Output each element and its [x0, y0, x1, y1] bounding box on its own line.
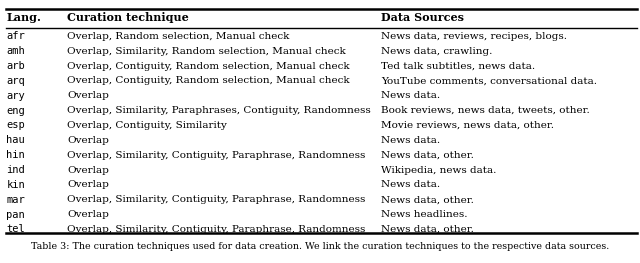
Text: Movie reviews, news data, other.: Movie reviews, news data, other. [381, 121, 554, 130]
Text: esp: esp [6, 120, 25, 130]
Text: tel: tel [6, 224, 25, 235]
Text: Overlap: Overlap [67, 91, 109, 100]
Text: News data, other.: News data, other. [381, 195, 474, 204]
Text: eng: eng [6, 105, 25, 116]
Text: hin: hin [6, 150, 25, 160]
Text: arq: arq [6, 76, 25, 86]
Text: Overlap, Contiguity, Random selection, Manual check: Overlap, Contiguity, Random selection, M… [67, 62, 350, 70]
Text: News data, other.: News data, other. [381, 225, 474, 234]
Text: News data.: News data. [381, 180, 440, 189]
Text: Overlap, Random selection, Manual check: Overlap, Random selection, Manual check [67, 32, 289, 41]
Text: hau: hau [6, 135, 25, 145]
Text: Overlap: Overlap [67, 180, 109, 189]
Text: Overlap, Similarity, Contiguity, Paraphrase, Randomness: Overlap, Similarity, Contiguity, Paraphr… [67, 151, 365, 160]
Text: Overlap, Similarity, Contiguity, Paraphrase, Randomness: Overlap, Similarity, Contiguity, Paraphr… [67, 225, 365, 234]
Text: ary: ary [6, 91, 25, 101]
Text: News data.: News data. [381, 136, 440, 145]
Text: Overlap, Similarity, Random selection, Manual check: Overlap, Similarity, Random selection, M… [67, 47, 346, 56]
Text: Overlap: Overlap [67, 210, 109, 219]
Text: Overlap: Overlap [67, 136, 109, 145]
Text: Table 3: The curation techniques used for data creation. We link the curation te: Table 3: The curation techniques used fo… [31, 242, 609, 251]
Text: Overlap, Similarity, Contiguity, Paraphrase, Randomness: Overlap, Similarity, Contiguity, Paraphr… [67, 195, 365, 204]
Text: Book reviews, news data, tweets, other.: Book reviews, news data, tweets, other. [381, 106, 589, 115]
Text: mar: mar [6, 195, 25, 205]
Text: Wikipedia, news data.: Wikipedia, news data. [381, 165, 496, 175]
Text: News data, other.: News data, other. [381, 151, 474, 160]
Text: Overlap, Contiguity, Random selection, Manual check: Overlap, Contiguity, Random selection, M… [67, 76, 350, 85]
Text: pan: pan [6, 210, 25, 220]
Text: YouTube comments, conversational data.: YouTube comments, conversational data. [381, 76, 596, 85]
Text: Overlap, Contiguity, Similarity: Overlap, Contiguity, Similarity [67, 121, 227, 130]
Text: Ted talk subtitles, news data.: Ted talk subtitles, news data. [381, 62, 535, 70]
Text: Overlap, Similarity, Paraphrases, Contiguity, Randomness: Overlap, Similarity, Paraphrases, Contig… [67, 106, 371, 115]
Text: News data.: News data. [381, 91, 440, 100]
Text: News data, reviews, recipes, blogs.: News data, reviews, recipes, blogs. [381, 32, 567, 41]
Text: ind: ind [6, 165, 25, 175]
Text: arb: arb [6, 61, 25, 71]
Text: kin: kin [6, 180, 25, 190]
Text: News headlines.: News headlines. [381, 210, 467, 219]
Text: News data, crawling.: News data, crawling. [381, 47, 492, 56]
Text: Curation technique: Curation technique [67, 12, 189, 23]
Text: afr: afr [6, 31, 25, 41]
Text: amh: amh [6, 46, 25, 56]
Text: Lang.: Lang. [6, 12, 41, 23]
Text: Overlap: Overlap [67, 165, 109, 175]
Text: Data Sources: Data Sources [381, 12, 464, 23]
